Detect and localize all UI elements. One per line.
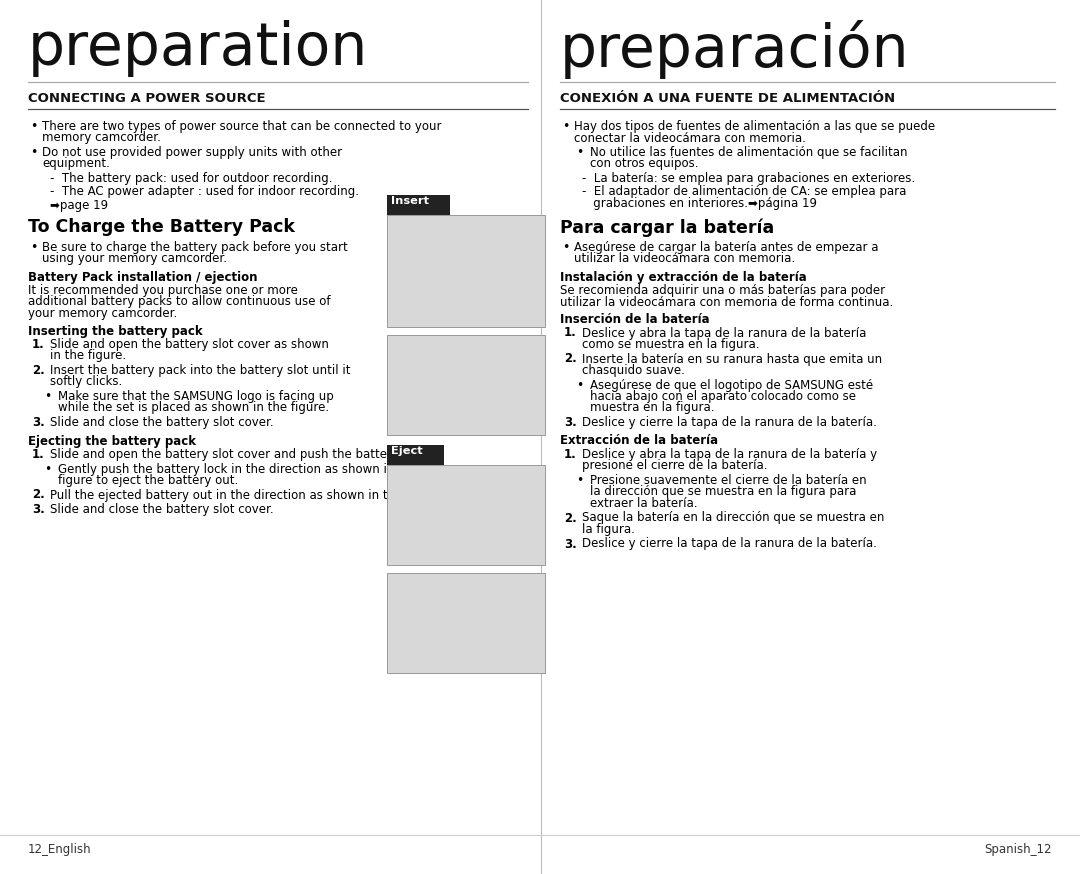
Text: 12_English: 12_English [28,843,92,856]
Text: Inserción de la batería: Inserción de la batería [561,313,710,326]
Text: Inserte la batería en su ranura hasta que emita un: Inserte la batería en su ranura hasta qu… [582,352,882,365]
Text: -  El adaptador de alimentación de CA: se emplea para: - El adaptador de alimentación de CA: se… [582,185,906,198]
Text: utilizar la videocámara con memoria.: utilizar la videocámara con memoria. [573,252,795,265]
Text: •: • [30,146,38,159]
Text: •: • [44,462,51,475]
Text: •: • [562,240,569,253]
Text: 2.: 2. [32,489,44,502]
Bar [387,465,545,565]
Text: -  La batería: se emplea para grabaciones en exteriores.: - La batería: se emplea para grabaciones… [582,172,915,185]
Text: Insert: Insert [391,196,429,206]
Text: Inserting the battery pack: Inserting the battery pack [28,324,203,337]
Text: chasquido suave.: chasquido suave. [582,364,685,377]
Text: Slide and close the battery slot cover.: Slide and close the battery slot cover. [50,503,273,516]
Text: Deslice y abra la tapa de la ranura de la batería: Deslice y abra la tapa de la ranura de l… [582,327,866,339]
Text: con otros equipos.: con otros equipos. [590,157,699,170]
Text: Deslice y cierre la tapa de la ranura de la batería.: Deslice y cierre la tapa de la ranura de… [582,416,877,429]
Text: 1.: 1. [32,338,44,351]
Text: No utilice las fuentes de alimentación que se facilitan: No utilice las fuentes de alimentación q… [590,146,907,159]
Text: Se recomienda adquirir una o más baterías para poder: Se recomienda adquirir una o más batería… [561,284,886,297]
Text: Presione suavemente el cierre de la batería en: Presione suavemente el cierre de la bate… [590,474,866,487]
Text: 3.: 3. [32,503,44,516]
Text: utilizar la videocámara con memoria de forma continua.: utilizar la videocámara con memoria de f… [561,295,893,309]
Text: There are two types of power source that can be connected to your: There are two types of power source that… [42,120,442,133]
Text: 3.: 3. [564,538,577,551]
Text: 3.: 3. [32,416,44,429]
Text: Hay dos tipos de fuentes de alimentación a las que se puede: Hay dos tipos de fuentes de alimentación… [573,120,935,133]
Text: -  The AC power adapter : used for indoor recording.: - The AC power adapter : used for indoor… [50,185,359,198]
Text: grabaciones en interiores.➡página 19: grabaciones en interiores.➡página 19 [582,197,816,210]
Text: hacia abajo con el aparato colocado como se: hacia abajo con el aparato colocado como… [590,390,856,403]
Text: preparation: preparation [28,20,368,77]
Bar [387,573,545,673]
Text: •: • [44,390,51,403]
Text: la figura.: la figura. [582,523,635,536]
Text: 3.: 3. [564,416,577,429]
Text: Deslice y cierre la tapa de la ranura de la batería.: Deslice y cierre la tapa de la ranura de… [582,538,877,551]
Text: ➡page 19: ➡page 19 [50,199,108,212]
Text: figure to eject the battery out.: figure to eject the battery out. [58,474,239,487]
Text: 1.: 1. [32,448,44,461]
Text: Extracción de la batería: Extracción de la batería [561,434,718,447]
Text: Gently push the battery lock in the direction as shown in the: Gently push the battery lock in the dire… [58,462,418,475]
Text: 2.: 2. [564,511,577,524]
Text: •: • [30,120,38,133]
Text: your memory camcorder.: your memory camcorder. [28,307,177,320]
Text: Instalación y extracción de la batería: Instalación y extracción de la batería [561,270,807,283]
Text: Asegúrese de cargar la batería antes de empezar a: Asegúrese de cargar la batería antes de … [573,240,878,253]
Text: Insert the battery pack into the battery slot until it: Insert the battery pack into the battery… [50,364,351,377]
Text: preparación: preparación [561,20,909,79]
Bar [387,195,450,215]
Text: Deslice y abra la tapa de la ranura de la batería y: Deslice y abra la tapa de la ranura de l… [582,448,877,461]
Text: •: • [562,120,569,133]
Text: softly clicks.: softly clicks. [50,376,122,389]
Text: Spanish_12: Spanish_12 [985,843,1052,856]
Bar [387,215,545,327]
Text: Eject: Eject [391,446,422,456]
Text: 1.: 1. [564,448,577,461]
Text: Slide and close the battery slot cover.: Slide and close the battery slot cover. [50,416,273,429]
Text: como se muestra en la figura.: como se muestra en la figura. [582,338,759,351]
Text: To Charge the Battery Pack: To Charge the Battery Pack [28,218,295,237]
Text: presione el cierre de la batería.: presione el cierre de la batería. [582,460,768,473]
Text: Make sure that the SAMSUNG logo is facing up: Make sure that the SAMSUNG logo is facin… [58,390,334,403]
Text: •: • [30,240,38,253]
Text: •: • [576,146,583,159]
Text: •: • [576,474,583,487]
Text: CONNECTING A POWER SOURCE: CONNECTING A POWER SOURCE [28,92,266,105]
Text: equipment.: equipment. [42,157,110,170]
Bar [387,445,444,465]
Text: CONEXIÓN A UNA FUENTE DE ALIMENTACIÓN: CONEXIÓN A UNA FUENTE DE ALIMENTACIÓN [561,92,895,105]
Text: in the figure.: in the figure. [50,350,126,363]
Text: 1.: 1. [564,327,577,339]
Text: Saque la batería en la dirección que se muestra en: Saque la batería en la dirección que se … [582,511,885,524]
Text: Do not use provided power supply units with other: Do not use provided power supply units w… [42,146,342,159]
Text: Slide and open the battery slot cover and push the battery lock.: Slide and open the battery slot cover an… [50,448,430,461]
Text: Para cargar la batería: Para cargar la batería [561,218,774,237]
Text: muestra en la figura.: muestra en la figura. [590,401,715,414]
Text: 2.: 2. [564,352,577,365]
Text: while the set is placed as shown in the figure.: while the set is placed as shown in the … [58,401,329,414]
Text: 2.: 2. [32,364,44,377]
Text: It is recommended you purchase one or more: It is recommended you purchase one or mo… [28,284,298,297]
Bar [387,335,545,435]
Text: la dirección que se muestra en la figura para: la dirección que se muestra en la figura… [590,485,856,498]
Text: Be sure to charge the battery pack before you start: Be sure to charge the battery pack befor… [42,240,348,253]
Text: Slide and open the battery slot cover as shown: Slide and open the battery slot cover as… [50,338,329,351]
Text: extraer la batería.: extraer la batería. [590,497,698,510]
Text: •: • [576,378,583,392]
Text: Ejecting the battery pack: Ejecting the battery pack [28,434,195,447]
Text: using your memory camcorder.: using your memory camcorder. [42,252,227,265]
Text: memory camcorder.: memory camcorder. [42,131,161,144]
Text: Asegúrese de que el logotipo de SAMSUNG esté: Asegúrese de que el logotipo de SAMSUNG … [590,378,873,392]
Text: additional battery packs to allow continuous use of: additional battery packs to allow contin… [28,295,330,309]
Text: conectar la videocámara con memoria.: conectar la videocámara con memoria. [573,131,806,144]
Text: Battery Pack installation / ejection: Battery Pack installation / ejection [28,270,257,283]
Text: -  The battery pack: used for outdoor recording.: - The battery pack: used for outdoor rec… [50,172,333,185]
Text: Pull the ejected battery out in the direction as shown in the figure.: Pull the ejected battery out in the dire… [50,489,444,502]
